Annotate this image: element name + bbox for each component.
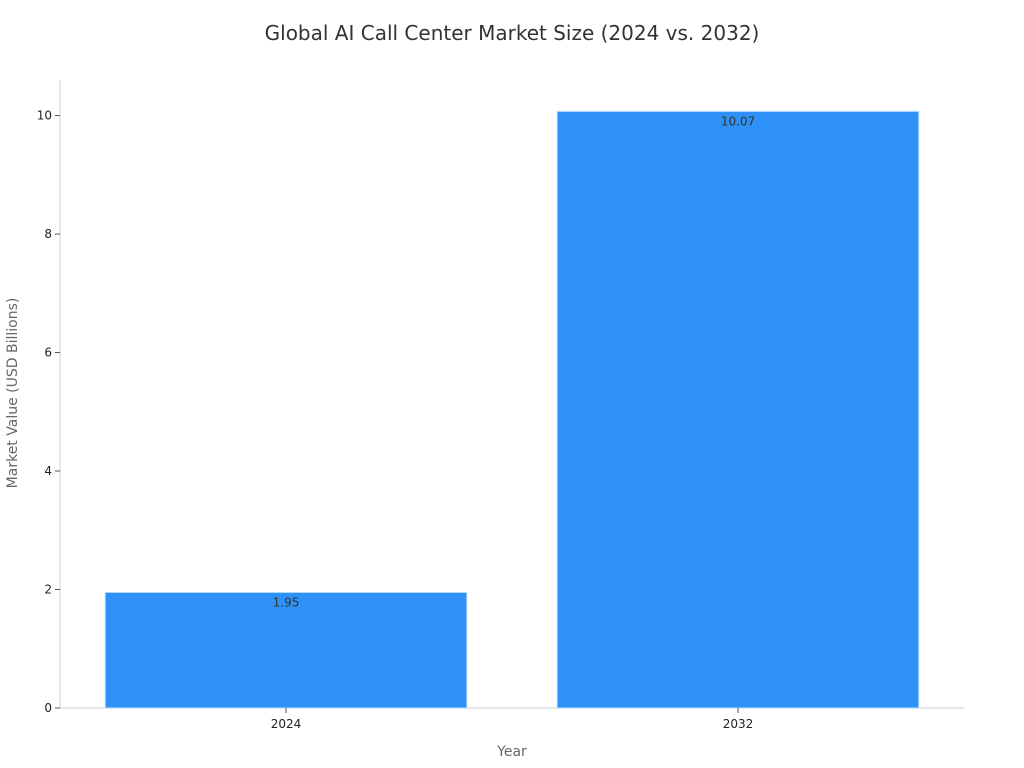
y-tick-label-10: 10 xyxy=(37,109,52,123)
y-tick-label-8: 8 xyxy=(44,227,52,241)
data-label-2032: 10.07 xyxy=(721,114,755,128)
y-axis-label: Market Value (USD Billions) xyxy=(5,298,21,489)
data-labels-group: 1.95 10.07 xyxy=(273,114,756,609)
y-tick-label-4: 4 xyxy=(44,464,52,478)
x-axis-label: Year xyxy=(496,744,527,760)
y-ticks-group: 0 2 4 6 8 10 xyxy=(37,109,60,715)
y-tick-label-6: 6 xyxy=(44,346,52,360)
bar-2024 xyxy=(104,591,468,709)
x-tick-label-2024: 2024 xyxy=(271,717,302,731)
y-tick-label-0: 0 xyxy=(44,701,52,715)
data-label-2024: 1.95 xyxy=(273,595,300,609)
bars-group xyxy=(104,110,920,709)
x-ticks-group: 2024 2032 xyxy=(271,708,754,731)
chart-title: Global AI Call Center Market Size (2024 … xyxy=(265,21,760,45)
x-tick-label-2032: 2032 xyxy=(723,717,754,731)
bar-2032 xyxy=(556,110,920,709)
y-tick-label-2: 2 xyxy=(44,583,52,597)
